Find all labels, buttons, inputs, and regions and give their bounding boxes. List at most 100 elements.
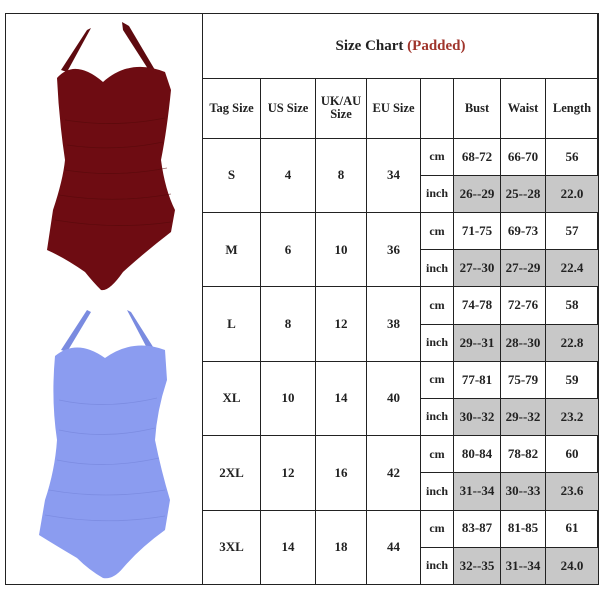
uk-au-size-cell: 18 — [315, 509, 367, 585]
unit-cell: cm — [420, 360, 454, 399]
table-row-cm: L 8 12 38 cm 74-78 72-76 58 — [202, 286, 599, 362]
waist-cell: 75-79 — [500, 360, 546, 399]
length-cell: 22.0 — [545, 174, 599, 214]
unit-cell: inch — [420, 323, 454, 362]
swimsuit-burgundy-image — [47, 22, 175, 291]
header-length: Length — [545, 78, 599, 139]
bust-cell: 32--35 — [453, 546, 501, 586]
unit-cell: cm — [420, 286, 454, 325]
title-row: Size Chart (Padded) — [202, 12, 599, 80]
length-cell: 22.8 — [545, 323, 599, 362]
table-row-inch: inch 29--31 28--30 22.8 — [203, 323, 599, 362]
table-row-cm: S 4 8 34 cm 68-72 66-70 56 — [202, 137, 599, 214]
waist-cell: 31--34 — [500, 546, 546, 586]
uk-au-size-cell: 10 — [315, 211, 367, 288]
bust-cell: 29--31 — [453, 323, 501, 362]
table-row-inch: inch 32--35 31--34 24.0 — [203, 546, 599, 586]
waist-cell: 29--32 — [500, 397, 546, 437]
product-photos — [39, 22, 175, 579]
header-row: Tag Size US Size UK/AU Size EU Size Bust… — [202, 78, 599, 139]
bust-cell: 30--32 — [453, 397, 501, 437]
unit-cell: cm — [420, 211, 454, 251]
unit-cell: inch — [420, 546, 454, 586]
bust-cell: 83-87 — [453, 509, 501, 548]
chart-title: Size Chart (Padded) — [202, 12, 599, 80]
length-cell: 23.2 — [545, 397, 599, 437]
length-cell: 56 — [545, 137, 599, 176]
length-cell: 60 — [545, 435, 599, 474]
eu-size-cell: 36 — [366, 211, 421, 288]
table-row-cm: XL 10 14 40 cm 77-81 75-79 59 — [202, 360, 599, 437]
unit-cell: cm — [420, 509, 454, 548]
eu-size-cell: 34 — [366, 137, 421, 214]
waist-cell: 66-70 — [500, 137, 546, 176]
length-cell: 57 — [545, 211, 599, 251]
unit-cell: inch — [420, 249, 454, 288]
header-uk-au-size: UK/AU Size — [315, 78, 367, 139]
waist-cell: 28--30 — [500, 323, 546, 362]
title-accent: (Padded) — [407, 37, 466, 54]
length-cell: 59 — [545, 360, 599, 399]
size-chart-table: Size Chart (Padded) Tag Size US Size UK/… — [202, 12, 599, 586]
us-size-cell: 14 — [260, 509, 316, 585]
waist-cell: 30--33 — [500, 472, 546, 511]
tag-size-cell: XL — [202, 360, 261, 437]
tag-size-cell: 3XL — [202, 509, 261, 585]
table-row-cm: M 6 10 36 cm 71-75 69-73 57 — [202, 211, 599, 288]
header-bust: Bust — [453, 78, 501, 139]
waist-cell: 69-73 — [500, 211, 546, 251]
tag-size-cell: S — [202, 137, 261, 214]
tag-size-cell: M — [202, 211, 261, 288]
bust-cell: 31--34 — [453, 472, 501, 511]
header-tag-size: Tag Size — [202, 78, 261, 139]
unit-cell: cm — [420, 435, 454, 474]
length-cell: 61 — [545, 509, 599, 548]
unit-cell: inch — [420, 472, 454, 511]
bust-cell: 27--30 — [453, 249, 501, 288]
uk-au-size-cell: 12 — [315, 286, 367, 362]
length-cell: 24.0 — [545, 546, 599, 586]
waist-cell: 72-76 — [500, 286, 546, 325]
tag-size-cell: 2XL — [202, 435, 261, 511]
table-row-inch: inch 26--29 25--28 22.0 — [203, 174, 599, 214]
bust-cell: 26--29 — [453, 174, 501, 214]
header-unit — [420, 78, 454, 139]
unit-cell: inch — [420, 174, 454, 214]
unit-cell: cm — [420, 137, 454, 176]
us-size-cell: 8 — [260, 286, 316, 362]
header-waist: Waist — [500, 78, 546, 139]
eu-size-cell: 42 — [366, 435, 421, 511]
uk-au-size-cell: 14 — [315, 360, 367, 437]
unit-cell: inch — [420, 397, 454, 437]
bust-cell: 68-72 — [453, 137, 501, 176]
swimsuit-periwinkle-image — [39, 310, 170, 579]
length-cell: 22.4 — [545, 249, 599, 288]
waist-cell: 27--29 — [500, 249, 546, 288]
table-row-inch: inch 31--34 30--33 23.6 — [203, 472, 599, 511]
bust-cell: 80-84 — [453, 435, 501, 474]
title-main: Size Chart — [335, 37, 404, 54]
header-us-size: US Size — [260, 78, 316, 139]
tag-size-cell: L — [202, 286, 261, 362]
waist-cell: 78-82 — [500, 435, 546, 474]
table-row-cm: 3XL 14 18 44 cm 83-87 81-85 61 — [202, 509, 599, 585]
bust-cell: 77-81 — [453, 360, 501, 399]
eu-size-cell: 44 — [366, 509, 421, 585]
us-size-cell: 10 — [260, 360, 316, 437]
eu-size-cell: 40 — [366, 360, 421, 437]
waist-cell: 25--28 — [500, 174, 546, 214]
us-size-cell: 6 — [260, 211, 316, 288]
table-row-inch: inch 27--30 27--29 22.4 — [203, 249, 599, 288]
waist-cell: 81-85 — [500, 509, 546, 548]
us-size-cell: 4 — [260, 137, 316, 214]
bust-cell: 71-75 — [453, 211, 501, 251]
length-cell: 23.6 — [545, 472, 599, 511]
uk-au-size-cell: 16 — [315, 435, 367, 511]
header-eu-size: EU Size — [366, 78, 421, 139]
uk-au-size-cell: 8 — [315, 137, 367, 214]
us-size-cell: 12 — [260, 435, 316, 511]
length-cell: 58 — [545, 286, 599, 325]
eu-size-cell: 38 — [366, 286, 421, 362]
bust-cell: 74-78 — [453, 286, 501, 325]
table-row-cm: 2XL 12 16 42 cm 80-84 78-82 60 — [202, 435, 599, 511]
